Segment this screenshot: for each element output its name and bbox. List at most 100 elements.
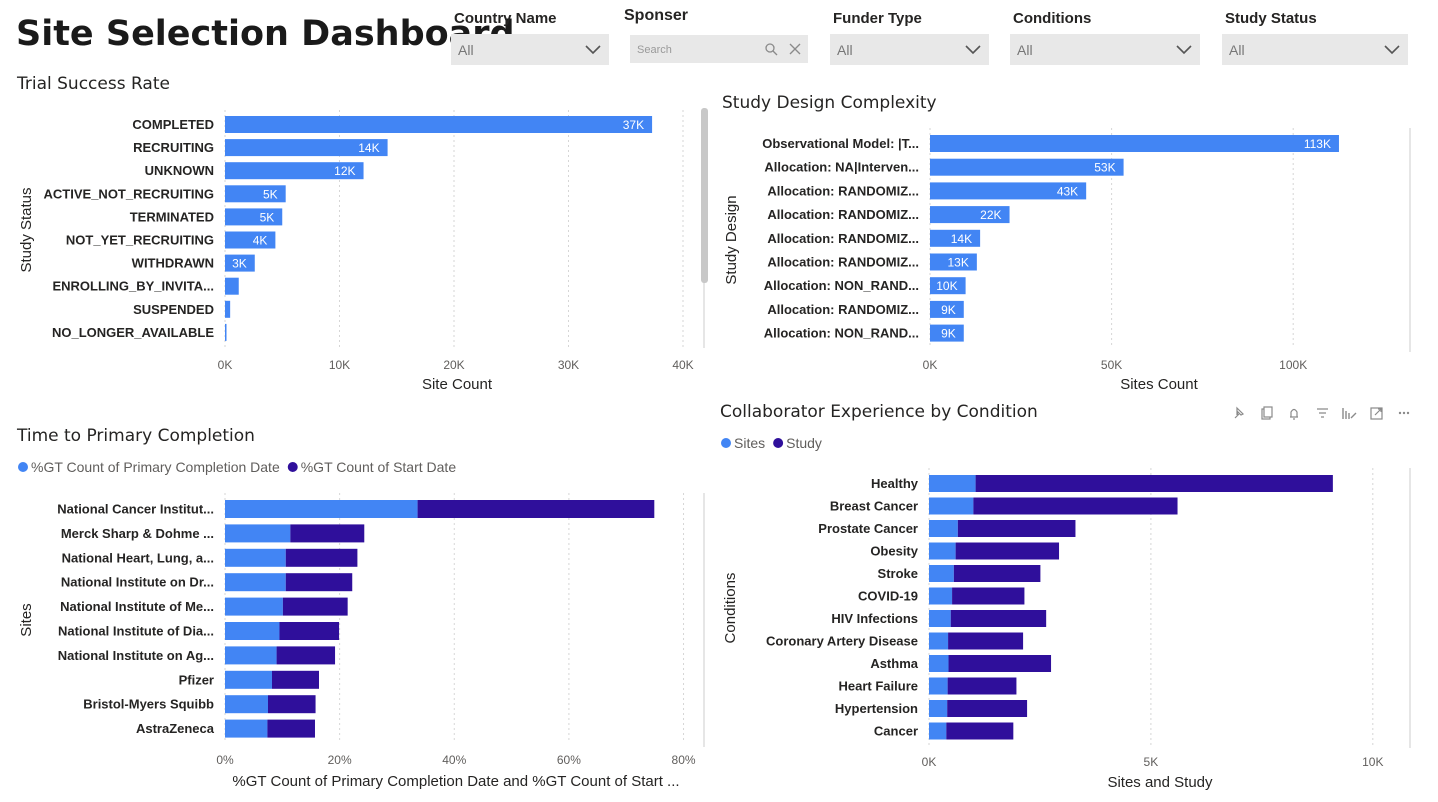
scrollbar-track[interactable]	[1409, 468, 1411, 748]
bar-segment[interactable]	[225, 646, 277, 665]
bar-segment[interactable]	[272, 670, 319, 689]
bar-segment[interactable]	[947, 700, 1028, 717]
bar-segment[interactable]	[955, 542, 1060, 560]
bar-segment[interactable]	[929, 677, 948, 695]
bar-segment[interactable]	[225, 500, 418, 518]
bar[interactable]	[930, 135, 1339, 152]
bar-segment[interactable]	[417, 500, 655, 518]
category-label: HIV Infections	[831, 611, 918, 626]
bar-segment[interactable]	[225, 695, 268, 714]
data-label: 22K	[980, 208, 1001, 222]
copy-icon[interactable]	[1261, 406, 1273, 420]
bar[interactable]	[225, 300, 231, 318]
bar-segment[interactable]	[225, 719, 268, 738]
bar-segment[interactable]	[973, 497, 1178, 515]
bar-segment[interactable]	[929, 632, 949, 650]
category-label: COMPLETED	[132, 117, 214, 132]
x-tick-label: 0K	[923, 358, 938, 372]
bar-segment[interactable]	[929, 565, 954, 582]
x-tick-label: 30K	[558, 358, 579, 372]
x-tick-label: 80%	[672, 753, 696, 767]
bar-segment[interactable]	[279, 622, 340, 640]
bar-segment[interactable]	[285, 573, 353, 592]
bar-segment[interactable]	[975, 475, 1333, 492]
conditions-slicer-dropdown[interactable]: All	[1010, 34, 1200, 65]
scrollbar-thumb[interactable]	[701, 108, 708, 283]
bar-segment[interactable]	[225, 597, 283, 616]
bar[interactable]	[225, 277, 239, 295]
category-label: National Institute on Dr...	[61, 575, 214, 590]
bar-segment[interactable]	[953, 565, 1041, 582]
bar-segment[interactable]	[947, 677, 1017, 695]
data-label: 10K	[936, 279, 957, 293]
bar-segment[interactable]	[225, 573, 286, 592]
sponsor-search-placeholder: Search	[637, 44, 672, 56]
chart-edit-icon[interactable]	[1342, 408, 1357, 419]
bar[interactable]	[930, 300, 964, 318]
bar-segment[interactable]	[929, 610, 951, 627]
bar-segment[interactable]	[957, 520, 1076, 537]
bar-segment[interactable]	[290, 524, 365, 543]
bar-segment[interactable]	[929, 520, 958, 537]
legend-label: %GT Count of Start Date	[301, 459, 457, 475]
bar[interactable]	[930, 277, 966, 295]
funder-slicer-dropdown[interactable]: All	[830, 34, 989, 65]
bar[interactable]	[225, 116, 653, 133]
bar-segment[interactable]	[267, 695, 316, 714]
bar[interactable]	[930, 229, 981, 247]
focus-mode-icon[interactable]	[1370, 407, 1383, 420]
bar[interactable]	[225, 162, 364, 180]
country-slicer-dropdown[interactable]: All	[451, 34, 609, 65]
category-label: Allocation: RANDOMIZ...	[767, 207, 919, 222]
data-label: 9K	[941, 303, 956, 317]
bar-segment[interactable]	[225, 548, 286, 567]
bar-segment[interactable]	[929, 497, 974, 515]
bar[interactable]	[225, 139, 388, 157]
bar-segment[interactable]	[282, 597, 348, 616]
bar-segment[interactable]	[929, 587, 953, 605]
category-label: UNKNOWN	[145, 163, 214, 178]
bar-segment[interactable]	[950, 610, 1047, 627]
bar-segment[interactable]	[929, 655, 949, 672]
bar[interactable]	[930, 324, 964, 342]
category-label: National Institute of Dia...	[58, 624, 214, 639]
bar-segment[interactable]	[952, 587, 1025, 605]
clear-search-icon[interactable]	[788, 42, 802, 56]
bar[interactable]	[225, 208, 283, 226]
bar-segment[interactable]	[285, 548, 358, 567]
bar[interactable]	[225, 231, 276, 249]
bar-segment[interactable]	[929, 542, 956, 560]
bar-segment[interactable]	[929, 722, 947, 740]
bar[interactable]	[930, 206, 1010, 224]
filter-icon[interactable]	[1317, 408, 1328, 418]
bar-segment[interactable]	[946, 722, 1014, 740]
bar[interactable]	[225, 185, 286, 203]
scrollbar-track[interactable]	[1409, 128, 1411, 352]
bar-segment[interactable]	[225, 670, 272, 689]
sponsor-search-input[interactable]: Search	[630, 35, 808, 63]
status-slicer-dropdown[interactable]: All	[1222, 34, 1408, 65]
bar-segment[interactable]	[948, 632, 1024, 650]
bar[interactable]	[225, 323, 227, 341]
bar-segment[interactable]	[276, 646, 336, 665]
bell-icon[interactable]	[1290, 408, 1298, 420]
bar-segment[interactable]	[225, 622, 280, 640]
bar-segment[interactable]	[948, 655, 1052, 672]
bar-segment[interactable]	[267, 719, 315, 738]
pin-icon[interactable]	[1234, 406, 1245, 419]
bar-segment[interactable]	[225, 524, 291, 543]
more-options-icon[interactable]	[1398, 411, 1410, 415]
time_to_completion-legend: %GT Count of Primary Completion Date %GT …	[18, 459, 456, 475]
x-axis-title: Site Count	[422, 376, 493, 393]
funder-slicer-label: Funder Type	[833, 10, 922, 27]
bar-segment[interactable]	[929, 700, 948, 717]
bar-segment[interactable]	[929, 475, 976, 492]
bar[interactable]	[930, 182, 1087, 200]
x-tick-label: 20%	[328, 753, 352, 767]
collab_experience-legend: Sites Study	[721, 435, 822, 451]
bar[interactable]	[225, 254, 255, 272]
x-axis-title: Sites Count	[1120, 376, 1198, 393]
scrollbar-track[interactable]	[703, 493, 705, 747]
bar[interactable]	[930, 253, 977, 271]
bar[interactable]	[930, 158, 1124, 176]
